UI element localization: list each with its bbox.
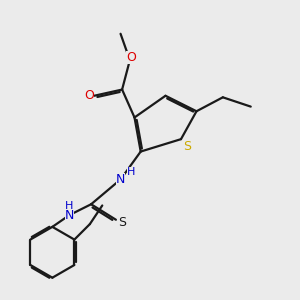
Text: H: H (65, 201, 74, 212)
Text: N: N (116, 173, 125, 186)
Text: N: N (65, 209, 74, 222)
Text: S: S (183, 140, 191, 153)
Text: O: O (127, 51, 136, 64)
Text: H: H (127, 167, 136, 177)
Text: O: O (85, 89, 94, 102)
Text: S: S (118, 216, 126, 229)
